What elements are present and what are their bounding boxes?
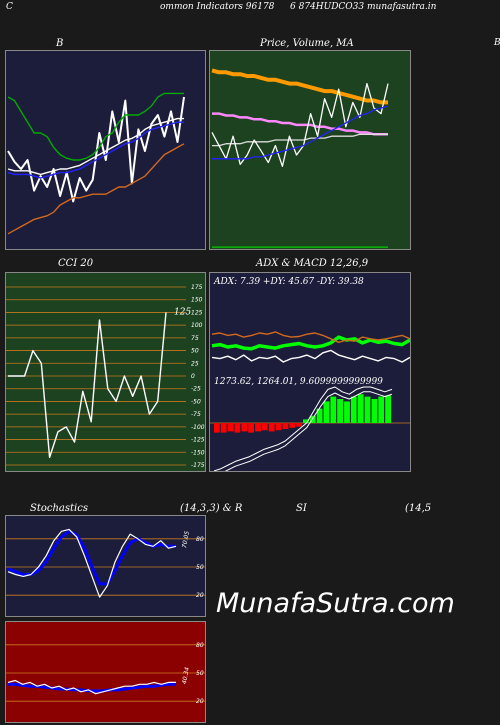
- cci-tick-label: 25: [191, 360, 199, 367]
- rsi-series-main: [7, 679, 176, 695]
- stoch-title: Stochastics: [30, 503, 88, 514]
- cci-tick-label: 125: [191, 309, 203, 316]
- stoch-tick-label: 80: [196, 536, 204, 543]
- rsi-title: SI: [296, 503, 307, 514]
- adx-macd-panel: ADX: 7.39 +DY: 45.67 -DY: 39.38 1273.62, …: [209, 272, 411, 472]
- cci-title: CCI 20: [58, 258, 94, 269]
- cci-panel: 175 150 125 100 75 50 25 0 -25 -50 -75 -100 -125 -150…: [5, 272, 206, 472]
- right-clip-label: B: [494, 38, 500, 48]
- macd-histogram-bar: [378, 396, 385, 423]
- header-center: ommon Indicators 96178: [160, 2, 275, 12]
- adx-title: ADX & MACD 12,26,9: [256, 258, 369, 269]
- adx-series-2: [211, 349, 410, 363]
- macd-histogram-bar: [234, 423, 241, 433]
- stoch-series-d: [7, 529, 176, 586]
- rsi-series-avg: [8, 682, 176, 693]
- cci-tick-label: -175: [191, 462, 205, 469]
- macd-histogram-bar: [268, 423, 275, 432]
- cci-chart: 1751501251007550250-25-50-75-100-125-150…: [6, 284, 205, 469]
- macd-histogram-bar: [303, 419, 309, 423]
- macd-histogram-bar: [364, 396, 371, 423]
- cci-tick-label: 50: [191, 348, 199, 355]
- adx-macd-chart: ADX: 7.39 +DY: 45.67 -DY: 39.38 1273.62, …: [210, 277, 410, 471]
- macd-histogram-bar: [220, 423, 227, 433]
- cci-tick-label: 150: [191, 297, 203, 304]
- cci-last-value: 125: [174, 307, 191, 317]
- price-series-2: [212, 133, 388, 147]
- macd-histogram-bar: [227, 423, 234, 432]
- header-right: 6 874HUDCO33 munafasutra.in: [290, 2, 437, 12]
- macd-histogram-bar: [241, 423, 248, 432]
- bollinger-series-3: [7, 117, 184, 176]
- stoch-tick-label: 20: [196, 592, 204, 599]
- macd-histogram-bar: [337, 399, 343, 423]
- rsi-tick-label: 20: [196, 698, 204, 705]
- cci-tick-label: -75: [191, 411, 201, 418]
- bollinger-series-4: [7, 143, 185, 235]
- macd-readout: 1273.62, 1264.01, 9.6099999999999: [214, 377, 383, 387]
- price-series-0: [211, 68, 388, 105]
- cci-tick-label: 75: [191, 335, 199, 342]
- macd-histogram-bar: [371, 399, 378, 423]
- rsi-tick-label: 50: [196, 670, 204, 677]
- macd-histogram-bar: [255, 423, 261, 432]
- bollinger-panel: [5, 50, 206, 250]
- adx-series-0: [211, 335, 410, 351]
- cci-tick-label: -125: [191, 437, 205, 444]
- cci-tick-label: 175: [191, 284, 203, 291]
- rsi-param: (14,5: [405, 503, 432, 514]
- price-series-1: [212, 112, 388, 136]
- macd-histogram-bar: [357, 394, 364, 423]
- rsi-tick-label: 80: [196, 642, 204, 649]
- header-left: C: [6, 2, 13, 12]
- stoch-tick-label: 50: [196, 564, 204, 571]
- price-title: Price, Volume, MA: [260, 38, 354, 49]
- adx-series-1: [211, 331, 410, 344]
- cci-tick-label: -100: [191, 424, 205, 431]
- stoch-series-k: [7, 528, 177, 598]
- macd-histogram-bar: [344, 401, 350, 423]
- macd-histogram-bar: [214, 423, 220, 433]
- macd-histogram-bar: [282, 423, 289, 429]
- cci-tick-label: -50: [191, 398, 201, 405]
- stochastics-panel: 80 50 20 70.05: [5, 515, 206, 617]
- stoch-param: (14,3,3) & R: [180, 503, 243, 514]
- rsi-last-value: 40.34: [181, 666, 191, 684]
- stochastics-chart: 80 50 20 70.05: [6, 528, 205, 599]
- macd-histogram-bar: [330, 396, 337, 423]
- macd-histogram-bar: [289, 423, 296, 428]
- bollinger-chart: [7, 92, 185, 235]
- macd-series-1: [224, 391, 393, 471]
- macd-histogram-bar: [323, 401, 330, 423]
- price-panel: [209, 50, 411, 250]
- price-series-4: [212, 105, 389, 160]
- macd-histogram-bar: [296, 423, 302, 427]
- rsi-chart: 80 50 20 40.34: [6, 642, 205, 705]
- macd-histogram-bar: [261, 423, 268, 431]
- bollinger-title: B: [56, 38, 64, 49]
- price-series-3: [211, 82, 389, 167]
- adx-readout: ADX: 7.39 +DY: 45.67 -DY: 39.38: [213, 277, 364, 287]
- macd-histogram-bar: [275, 423, 282, 431]
- macd-histogram-bar: [316, 408, 323, 423]
- macd-histogram-bar: [385, 395, 391, 423]
- macd-histogram-bar: [350, 396, 357, 423]
- rsi-panel: 80 50 20 40.34: [5, 621, 206, 723]
- watermark: MunafaSutra.com: [216, 588, 455, 619]
- cci-tick-label: -150: [191, 449, 205, 456]
- price-chart: [211, 68, 389, 248]
- bollinger-series-0: [7, 96, 185, 203]
- cci-tick-label: 100: [191, 322, 203, 329]
- macd-series-0: [213, 386, 393, 471]
- bollinger-series-2: [7, 121, 184, 179]
- bollinger-series-1: [7, 92, 184, 161]
- cci-tick-label: -25: [191, 386, 201, 393]
- cci-tick-label: 0: [191, 373, 195, 380]
- macd-histogram-bar: [248, 423, 254, 433]
- cci-series-0: [8, 312, 167, 459]
- stoch-last-value: 70.05: [181, 530, 191, 548]
